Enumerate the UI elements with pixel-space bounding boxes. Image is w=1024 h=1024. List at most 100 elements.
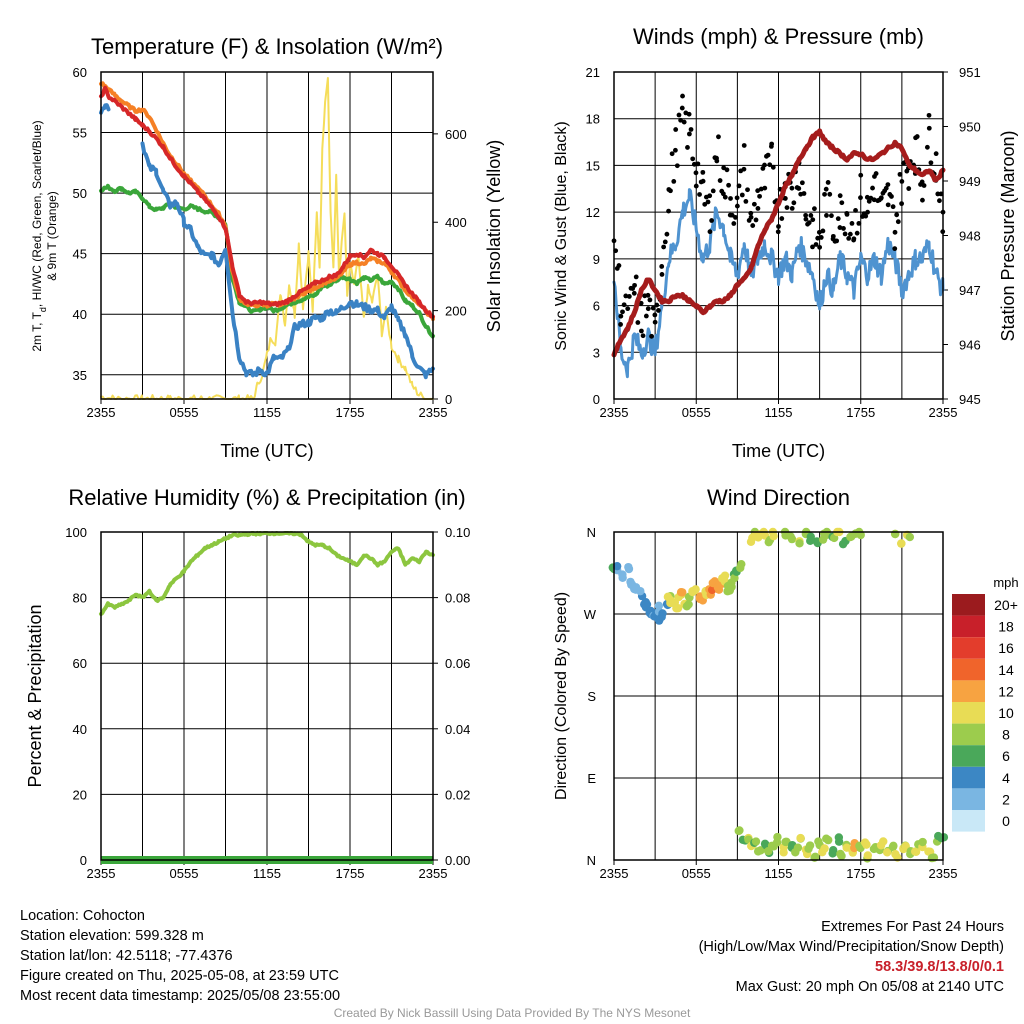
gust-point bbox=[883, 185, 889, 191]
y-tick-label: 3 bbox=[593, 345, 600, 360]
gust-point bbox=[726, 182, 732, 188]
direction-point bbox=[791, 848, 800, 857]
gust-point bbox=[666, 208, 671, 214]
y2-tick-label: 951 bbox=[959, 65, 981, 80]
gust-point bbox=[894, 212, 900, 218]
gust-point bbox=[803, 212, 809, 218]
y-tick-label: S bbox=[587, 689, 596, 704]
gust-point bbox=[739, 192, 745, 198]
gust-point bbox=[870, 185, 875, 191]
direction-point bbox=[772, 838, 782, 847]
colorbar-swatch bbox=[952, 615, 985, 638]
gust-point bbox=[716, 134, 721, 140]
colorbar-label: 10 bbox=[998, 705, 1014, 721]
colorbar-label: 2 bbox=[1002, 791, 1010, 807]
gust-point bbox=[926, 125, 932, 131]
gust-point bbox=[631, 290, 637, 296]
direction-point bbox=[779, 848, 788, 857]
gust-point bbox=[899, 178, 905, 184]
gust-point bbox=[681, 119, 687, 125]
chart-title-3: Wind Direction bbox=[707, 485, 850, 510]
gust-point bbox=[700, 169, 706, 175]
gust-point bbox=[647, 297, 653, 303]
direction-point bbox=[834, 833, 844, 842]
y2-tick-label: 0 bbox=[445, 392, 452, 407]
gust-point bbox=[695, 161, 701, 167]
gust-point bbox=[803, 216, 809, 222]
gust-point bbox=[813, 242, 819, 247]
y2-tick-label: 945 bbox=[959, 392, 981, 407]
gust-point bbox=[873, 171, 879, 176]
direction-point bbox=[836, 849, 845, 859]
gust-point bbox=[757, 193, 762, 199]
direction-point bbox=[612, 561, 622, 571]
gust-point bbox=[741, 143, 747, 148]
colorbar-label: 20+ bbox=[994, 597, 1018, 613]
y-tick-label: 20 bbox=[73, 787, 87, 802]
gust-point bbox=[815, 235, 821, 241]
gust-point bbox=[693, 170, 699, 176]
y-tick-label: 40 bbox=[73, 722, 87, 737]
pressure-line bbox=[611, 128, 946, 358]
y2-tick-label: 949 bbox=[959, 174, 981, 189]
gust-point bbox=[789, 206, 795, 211]
gust-point bbox=[854, 230, 860, 236]
gust-point bbox=[776, 224, 781, 229]
direction-point bbox=[939, 833, 949, 842]
series-line bbox=[99, 85, 435, 319]
y2-tick-label: 0.04 bbox=[445, 722, 470, 737]
gust-point bbox=[645, 292, 651, 298]
gust-point bbox=[643, 313, 649, 319]
colorbar-label: 16 bbox=[998, 640, 1014, 656]
extremes-title: Extremes For Past 24 Hours bbox=[821, 919, 1004, 935]
y-tick-label: E bbox=[587, 771, 596, 786]
direction-point bbox=[863, 851, 873, 860]
direction-point bbox=[786, 532, 795, 541]
x-axis-label: Time (UTC) bbox=[732, 441, 825, 461]
direction-point bbox=[624, 562, 633, 572]
gust-point bbox=[697, 192, 702, 197]
gust-point bbox=[659, 272, 665, 277]
x-axis-label: Time (UTC) bbox=[220, 441, 313, 461]
y2-tick-label: 948 bbox=[959, 229, 981, 244]
y2-tick-label: 947 bbox=[959, 283, 981, 298]
gust-point bbox=[688, 127, 694, 132]
y2-tick-label: 400 bbox=[445, 215, 467, 230]
y-tick-label: 6 bbox=[593, 299, 600, 314]
gust-point bbox=[664, 231, 670, 237]
gust-point bbox=[849, 221, 855, 226]
gust-point bbox=[722, 194, 728, 200]
gust-point bbox=[892, 246, 898, 252]
humidity-line bbox=[99, 531, 435, 616]
plot-frame bbox=[100, 71, 434, 400]
gust-point bbox=[755, 188, 761, 194]
direction-point bbox=[735, 826, 744, 835]
y-tick-label: 0 bbox=[80, 853, 87, 868]
gust-point bbox=[743, 198, 749, 204]
y-tick-label: 55 bbox=[73, 126, 87, 141]
direction-point bbox=[672, 604, 681, 613]
gust-point bbox=[812, 206, 817, 212]
gust-point bbox=[676, 112, 682, 118]
y2-tick-label: 946 bbox=[959, 338, 981, 353]
y-tick-label: 12 bbox=[586, 205, 600, 220]
colorbar-label: 8 bbox=[1002, 727, 1010, 743]
gust-point bbox=[782, 196, 788, 201]
gust-point bbox=[839, 200, 845, 206]
gust-point bbox=[822, 191, 827, 197]
y-tick-label: 80 bbox=[73, 591, 87, 606]
gust-point bbox=[762, 185, 768, 191]
gust-point bbox=[693, 183, 699, 189]
gust-point bbox=[691, 161, 697, 167]
gust-point bbox=[626, 294, 632, 299]
colorbar-swatch bbox=[952, 658, 985, 681]
credit-line: Created By Nick Bassill Using Data Provi… bbox=[333, 1006, 691, 1020]
gust-point bbox=[810, 217, 816, 223]
gust-point bbox=[889, 194, 894, 199]
plot-frame bbox=[100, 531, 434, 861]
gust-point bbox=[710, 188, 716, 194]
y2-tick-label: 200 bbox=[445, 304, 467, 319]
y-axis-label: Direction (Colored By Speed) bbox=[553, 592, 570, 800]
x-tick-label: 0555 bbox=[682, 866, 711, 881]
gust-point bbox=[625, 306, 631, 312]
